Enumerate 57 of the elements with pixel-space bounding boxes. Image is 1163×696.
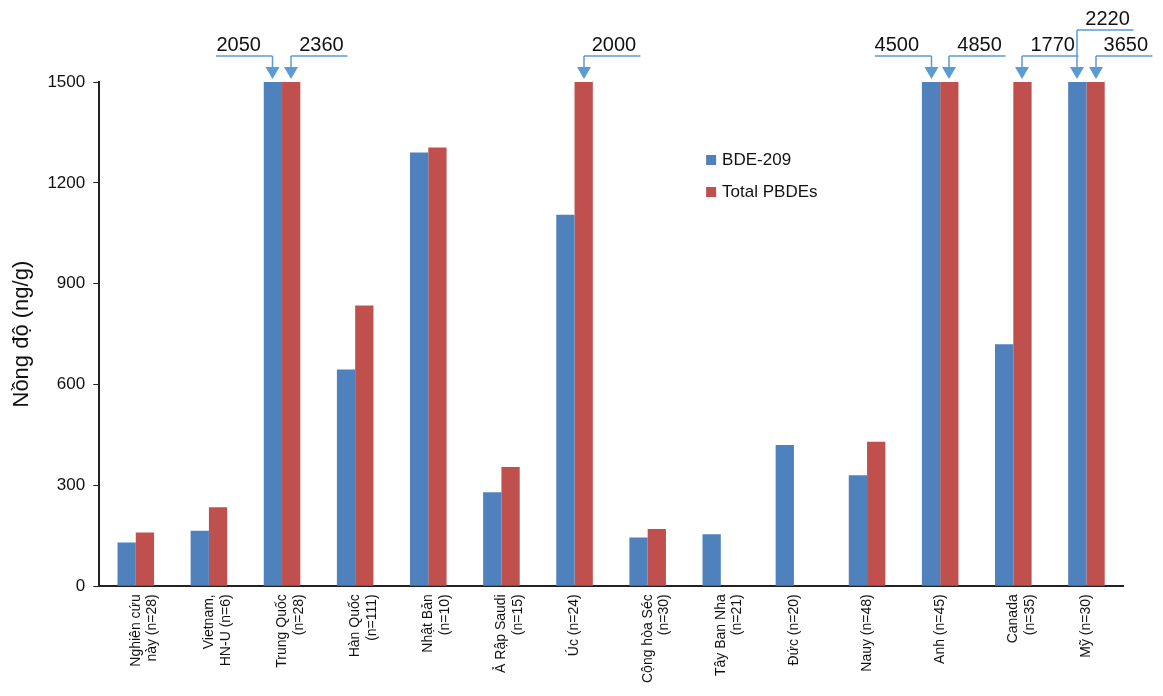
y-tick-label: 600: [56, 374, 86, 394]
annotation: 2220: [1085, 6, 1130, 29]
x-tick-label: Canada (n=35): [1004, 594, 1037, 644]
y-tick-label: 300: [56, 475, 86, 495]
annotation: 2360: [299, 32, 344, 55]
legend-label: Total PBDEs: [722, 181, 818, 201]
bar: [428, 147, 447, 586]
annotation: 2000: [591, 32, 637, 55]
y-axis-title: Nồng độ (ng/g): [8, 260, 34, 408]
bar: [775, 445, 794, 586]
y-tick-label: 1500: [47, 71, 86, 91]
bar: [702, 534, 721, 586]
bar: [848, 475, 868, 586]
x-tick-label: Ả Rập Saudi (n=15): [492, 594, 526, 673]
x-tick-label: Hàn Quốc (n=111): [346, 594, 379, 658]
bar: [556, 214, 575, 586]
bar: [263, 82, 283, 586]
x-tick-label: Trung Quốc (n=28): [272, 594, 306, 668]
x-tick-label: Cộng hòa Séc (n=30): [638, 594, 672, 683]
bar: [282, 82, 301, 586]
bar: [1013, 82, 1032, 586]
annotation: 2050: [216, 32, 261, 55]
x-tick-label: Mỹ (n=30): [1077, 594, 1094, 658]
x-tick-label: Nauy (n=48): [857, 594, 874, 672]
y-tick-label: 0: [75, 575, 86, 595]
bar: [574, 82, 593, 586]
bar: [208, 507, 228, 586]
bar: [355, 305, 374, 586]
x-tick-label: Vietnam, HN-U (n=6): [199, 594, 233, 667]
bar: [190, 530, 209, 586]
annotation: 3650: [1103, 32, 1149, 55]
annotation: 1770: [1030, 32, 1075, 55]
bar: [867, 441, 886, 586]
bar: [501, 466, 520, 586]
annotation: 4850: [957, 32, 1002, 55]
x-tick-label: Anh (n=45): [931, 594, 948, 664]
bar: [135, 532, 155, 586]
bar: [647, 529, 666, 586]
y-tick-label: 900: [56, 273, 86, 293]
bar: [629, 537, 648, 586]
bar: [336, 369, 356, 586]
bar: [940, 82, 959, 586]
x-tick-label: Tây Ban Nha (n=21): [711, 594, 745, 676]
x-tick-label: Nhật Bản (n=10): [419, 594, 452, 653]
bar: [410, 152, 429, 586]
legend-label: BDE-209: [722, 149, 792, 169]
bar: [921, 82, 941, 586]
bar: [1068, 82, 1087, 586]
bar: [117, 542, 136, 586]
annotation: 4500: [874, 32, 920, 55]
bar: [995, 344, 1014, 586]
bar: [483, 492, 502, 586]
x-tick-label: Úc (n=24): [565, 594, 582, 657]
y-tick-label: 1200: [47, 172, 86, 192]
bar: [1086, 82, 1105, 586]
x-tick-label: Nghiên cứu này (n=28): [126, 594, 160, 667]
x-tick-label: Đức (n=20): [784, 594, 801, 666]
